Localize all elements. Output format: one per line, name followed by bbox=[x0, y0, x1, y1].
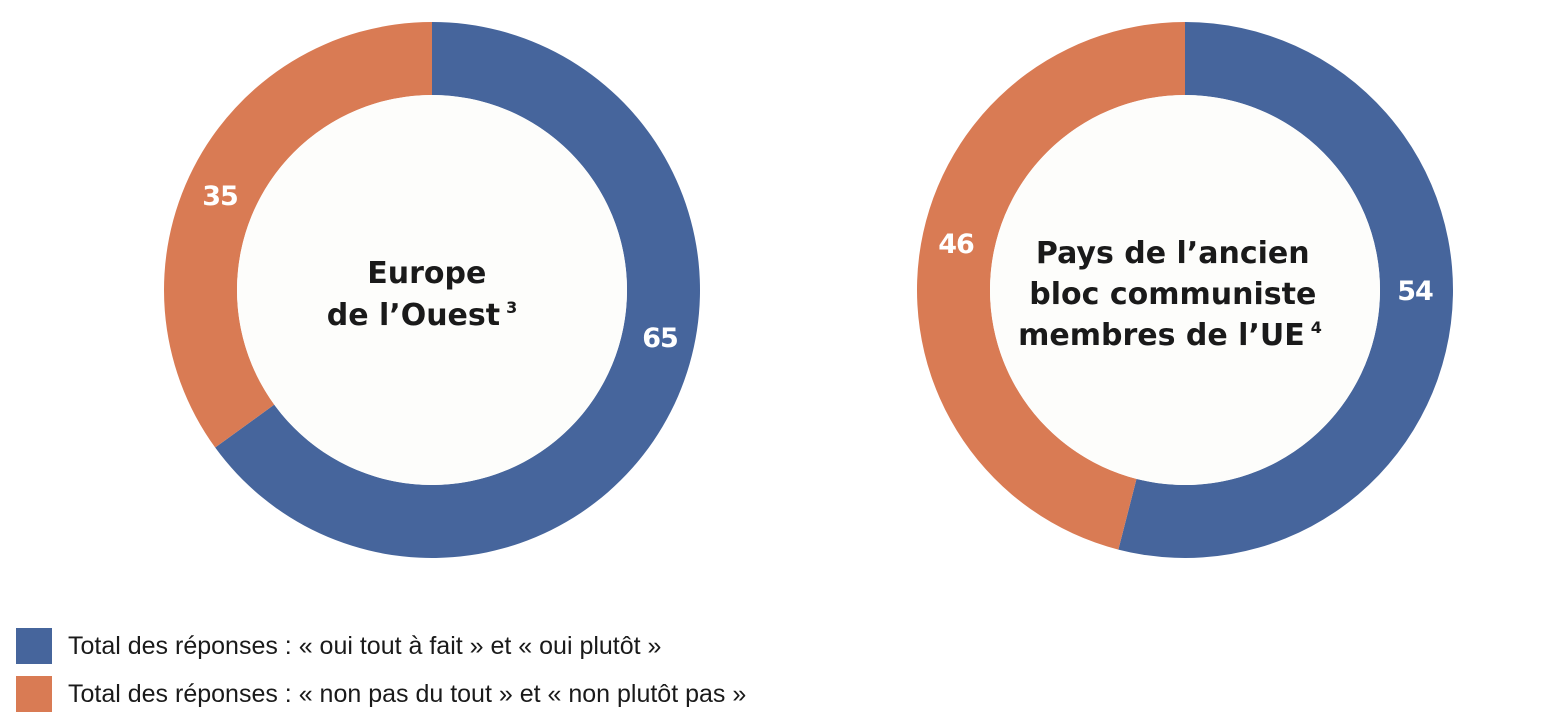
legend-swatch-orange bbox=[16, 676, 52, 712]
donut-europe-ouest bbox=[163, 22, 700, 559]
legend-item-yes: Total des réponses : « oui tout à fait »… bbox=[16, 622, 746, 670]
data-label-35: 35 bbox=[202, 181, 238, 212]
legend-label-no: Total des réponses : « non pas du tout »… bbox=[68, 679, 747, 708]
center-title-europe-ouest: Europe de l’Ouest 3 bbox=[327, 256, 518, 333]
donut-hole bbox=[237, 95, 627, 485]
slice-no-46 bbox=[917, 22, 1185, 550]
data-label-54: 54 bbox=[1397, 276, 1433, 307]
legend: Total des réponses : « oui tout à fait »… bbox=[16, 622, 746, 718]
footnote-4: 4 bbox=[1311, 318, 1322, 337]
data-label-65: 65 bbox=[642, 323, 678, 354]
footnote-3: 3 bbox=[506, 298, 517, 317]
center-title-ancien-bloc: Pays de l’ancien bloc communiste membres… bbox=[1018, 236, 1327, 353]
legend-item-no: Total des réponses : « non pas du tout »… bbox=[16, 670, 746, 718]
donut-ancien-bloc bbox=[917, 22, 1453, 558]
donut-hole bbox=[990, 95, 1380, 485]
legend-swatch-blue bbox=[16, 628, 52, 664]
legend-label-yes: Total des réponses : « oui tout à fait »… bbox=[68, 631, 662, 660]
data-label-46: 46 bbox=[938, 229, 974, 260]
slice-no-35 bbox=[163, 22, 432, 448]
slice-yes-65 bbox=[215, 22, 700, 559]
slice-yes-54 bbox=[1118, 22, 1453, 558]
